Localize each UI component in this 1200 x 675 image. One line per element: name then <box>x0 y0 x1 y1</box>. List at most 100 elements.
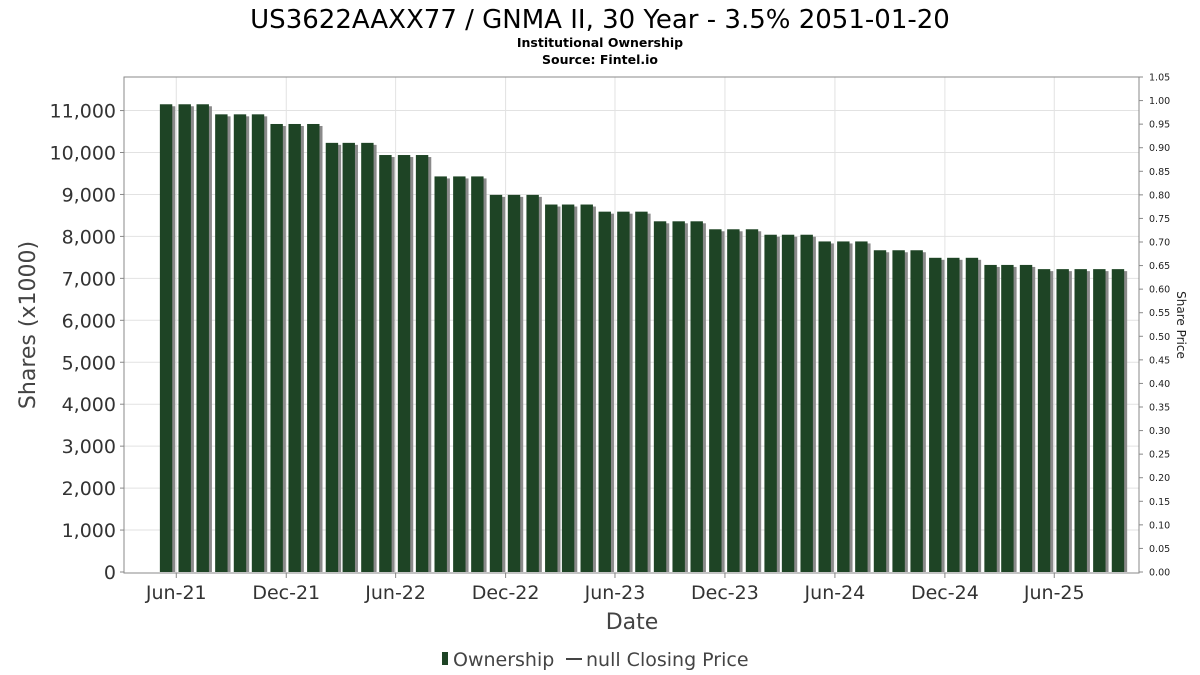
bar-ownership <box>690 221 703 572</box>
y2-tick-label: 0.75 <box>1149 214 1170 225</box>
y2-tick-label: 0.65 <box>1149 261 1170 272</box>
bar-ownership <box>526 194 539 572</box>
y2-tick-label: 0.90 <box>1149 143 1170 154</box>
bar-ownership <box>342 142 355 572</box>
bar-ownership <box>159 104 173 572</box>
bar-swatch-icon <box>442 652 448 665</box>
bar-ownership <box>947 257 960 572</box>
y2-tick-label: 1.00 <box>1149 96 1170 107</box>
bar-ownership <box>489 194 503 572</box>
bar-ownership <box>1037 269 1051 572</box>
bar-ownership <box>781 234 795 572</box>
y-tick-label: 9,000 <box>62 184 116 206</box>
bar-ownership <box>818 241 831 572</box>
x-tick-label: Dec-22 <box>472 582 540 604</box>
chart-subtitle-line-2: Source: Fintel.io <box>542 52 658 67</box>
y2-tick-label: 0.95 <box>1149 120 1170 131</box>
bar-ownership <box>471 176 484 572</box>
y-tick-label: 0 <box>104 562 116 584</box>
y-tick-label: 5,000 <box>62 352 116 374</box>
bar-ownership <box>984 264 997 572</box>
bar-ownership <box>635 211 648 572</box>
bar-ownership <box>379 155 392 572</box>
bar-ownership <box>1001 264 1014 572</box>
bar-ownership <box>617 211 630 572</box>
bar-ownership <box>598 211 611 572</box>
x-tick-label: Dec-24 <box>911 582 979 604</box>
y-tick-label: 11,000 <box>50 101 116 123</box>
bar-ownership <box>545 204 558 572</box>
y2-tick-label: 0.80 <box>1149 190 1170 201</box>
x-axis: Jun-21 Dec-21 Jun-22 Dec-22 Jun-23 Dec-23 Jun-… <box>145 573 1085 604</box>
x-axis-label: Date <box>606 610 659 635</box>
y2-tick-label: 0.40 <box>1149 379 1170 390</box>
bar-ownership <box>178 104 191 572</box>
y2-tick-label: 1.05 <box>1149 73 1170 84</box>
bar-ownership <box>270 123 283 573</box>
y-tick-label: 3,000 <box>62 436 116 458</box>
y2-tick-label: 0.00 <box>1149 568 1170 579</box>
bar-ownership <box>745 229 759 572</box>
x-tick-label: Jun-25 <box>1023 582 1085 604</box>
x-tick-label: Jun-23 <box>584 582 646 604</box>
chart-subtitle-line-1: Institutional Ownership <box>517 35 683 50</box>
bar-ownership <box>653 221 667 572</box>
y-tick-label: 1,000 <box>62 520 116 542</box>
bar-ownership <box>764 234 777 572</box>
bar-ownership <box>1111 269 1125 572</box>
legend-label-ownership: Ownership <box>453 649 554 671</box>
bar-ownership <box>1019 264 1033 572</box>
bar-series-ownership <box>159 104 1128 573</box>
y-tick-label: 7,000 <box>62 268 116 290</box>
bar-ownership <box>1074 269 1087 572</box>
y2-tick-label: 0.10 <box>1149 520 1170 531</box>
bar-ownership <box>709 229 722 572</box>
y2-tick-label: 0.55 <box>1149 308 1170 319</box>
bar-ownership <box>1056 269 1069 572</box>
bar-ownership <box>196 104 209 572</box>
bar-ownership <box>288 123 301 573</box>
bar-ownership <box>800 234 813 572</box>
bar-ownership <box>929 257 942 572</box>
bar-ownership <box>727 229 740 572</box>
y-tick-label: 8,000 <box>62 226 116 248</box>
bar-ownership <box>251 114 265 572</box>
y2-tick-label: 0.30 <box>1149 426 1170 437</box>
bar-ownership <box>892 250 905 572</box>
y-axis-label: Shares (x1000) <box>16 241 41 409</box>
legend-label-closing-price: null Closing Price <box>586 649 749 671</box>
y-axis-right: 0.00 0.05 0.10 0.15 0.20 0.25 0.30 0.35 0.40 0.45… <box>1139 73 1170 579</box>
bar-ownership <box>233 114 247 572</box>
y-tick-label: 4,000 <box>62 394 116 416</box>
y2-tick-label: 0.70 <box>1149 238 1170 249</box>
y-tick-label: 10,000 <box>50 143 116 165</box>
y2-tick-label: 0.50 <box>1149 332 1170 343</box>
y2-tick-label: 0.25 <box>1149 450 1170 461</box>
bar-ownership <box>855 241 868 572</box>
y2-tick-label: 0.35 <box>1149 403 1170 414</box>
chart-title: US3622AAXX77 / GNMA II, 30 Year - 3.5% 2… <box>250 5 950 35</box>
y2-tick-label: 0.85 <box>1149 167 1170 178</box>
bar-ownership <box>453 176 466 572</box>
bar-ownership <box>361 142 374 572</box>
bar-ownership <box>837 241 850 572</box>
y-tick-label: 6,000 <box>62 310 116 332</box>
bar-ownership <box>215 114 228 572</box>
bar-ownership <box>561 204 575 572</box>
y2-tick-label: 0.20 <box>1149 473 1170 484</box>
x-tick-label: Dec-23 <box>691 582 759 604</box>
bar-ownership <box>307 123 320 573</box>
bar-ownership <box>910 250 923 572</box>
x-tick-label: Jun-24 <box>804 582 866 604</box>
bar-ownership <box>397 155 411 572</box>
y-axis-left: 0 1,000 2,000 3,000 4,000 5,000 6,000 7,000 8,00… <box>50 101 124 584</box>
y-tick-label: 2,000 <box>62 478 116 500</box>
bar-ownership <box>415 155 429 572</box>
bar-ownership <box>507 194 521 572</box>
x-tick-label: Jun-22 <box>364 582 426 604</box>
bar-ownership <box>672 221 685 572</box>
y2-axis-label: Share Price <box>1174 291 1188 359</box>
bar-ownership <box>434 176 447 572</box>
legend: Ownership null Closing Price <box>442 649 749 671</box>
